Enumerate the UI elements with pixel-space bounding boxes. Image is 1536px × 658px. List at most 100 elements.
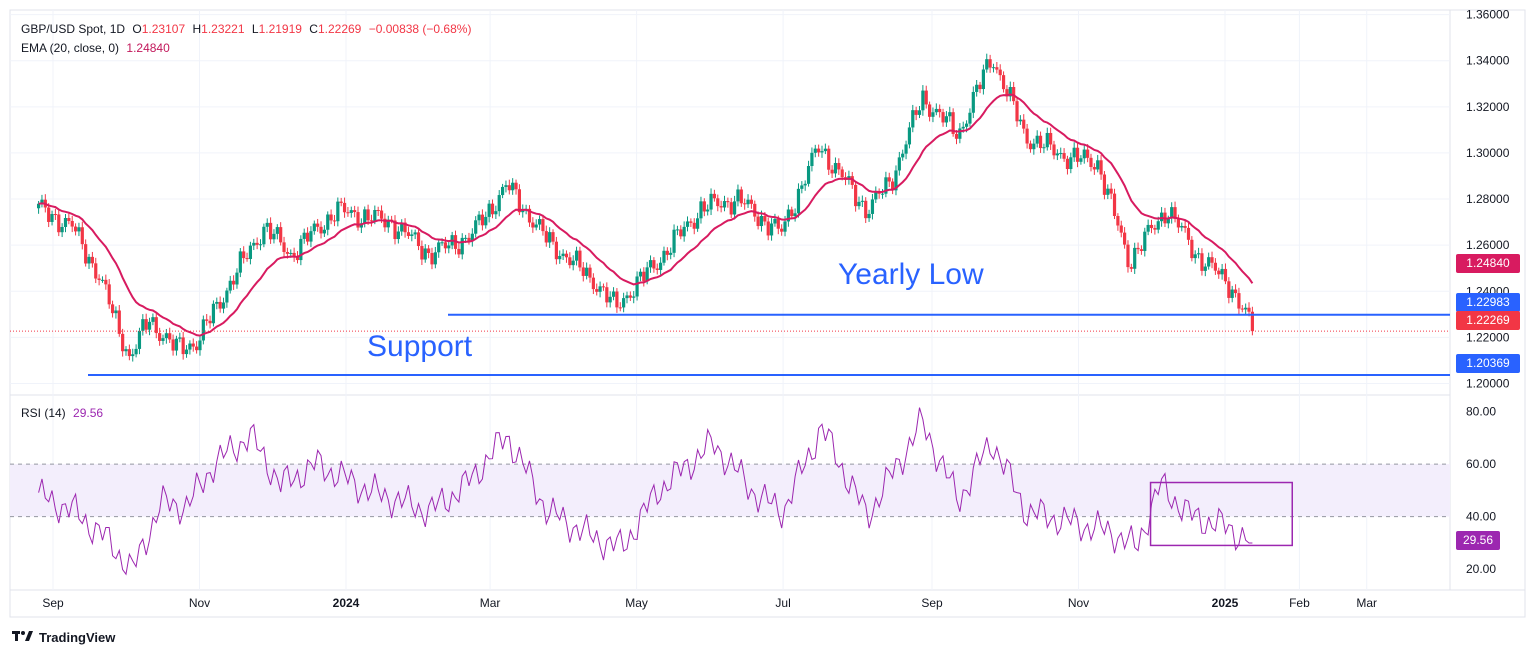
rsi-line xyxy=(38,407,1253,576)
candle-body xyxy=(548,232,552,243)
candle-body xyxy=(635,276,639,297)
candle-body xyxy=(904,144,908,154)
candle-body xyxy=(1193,254,1197,259)
candle-body xyxy=(63,217,68,227)
candle-body xyxy=(168,333,172,340)
candle-body xyxy=(268,222,273,240)
candle-body xyxy=(786,209,790,222)
candle-body xyxy=(1112,193,1117,217)
candle-body xyxy=(615,291,619,308)
candle-body xyxy=(729,202,733,215)
candle-body xyxy=(1220,268,1224,275)
candle-body xyxy=(490,203,495,215)
candle-body xyxy=(131,354,135,357)
candle-body xyxy=(736,189,740,202)
candle-body xyxy=(800,185,804,189)
candle-body xyxy=(70,220,74,227)
candle-body xyxy=(400,222,404,232)
candle-body xyxy=(94,263,98,279)
candle-body xyxy=(248,245,253,259)
candle-body xyxy=(1196,253,1201,255)
candle-body xyxy=(195,346,199,351)
candle-body xyxy=(1062,153,1066,159)
candle-body xyxy=(917,110,922,115)
candle-body xyxy=(934,108,938,113)
candle-body xyxy=(541,219,545,232)
candle-body xyxy=(121,333,125,352)
candle-body xyxy=(494,211,498,215)
candle-body xyxy=(1018,119,1022,122)
candle-body xyxy=(1052,144,1056,156)
candle-body xyxy=(1126,244,1130,268)
candle-body xyxy=(1109,188,1113,194)
candle-body xyxy=(823,148,827,152)
candle-body xyxy=(716,198,720,207)
candle-body xyxy=(40,199,44,204)
candle-body xyxy=(336,201,340,222)
candle-body xyxy=(769,223,774,236)
candle-body xyxy=(880,193,885,195)
candle-body xyxy=(285,251,289,254)
candle-body xyxy=(1059,153,1063,155)
candle-body xyxy=(867,213,871,219)
candle-body xyxy=(964,123,969,127)
candle-body xyxy=(981,69,985,90)
candle-body xyxy=(410,234,414,236)
candle-body xyxy=(1005,89,1009,97)
candle-body xyxy=(36,203,41,209)
candle-body xyxy=(423,248,427,260)
candle-body xyxy=(319,226,323,234)
candle-body xyxy=(1153,228,1157,230)
rsi-value-tag: 29.56 xyxy=(1456,531,1500,550)
candle-body xyxy=(205,319,209,321)
candle-body xyxy=(699,201,703,219)
candle-body xyxy=(743,203,747,205)
candle-body xyxy=(756,216,760,227)
candle-body xyxy=(255,242,259,245)
candle-body xyxy=(379,210,384,219)
tradingview-footer[interactable]: TradingView xyxy=(12,630,115,645)
candle-body xyxy=(870,199,875,214)
candle-body xyxy=(1173,207,1177,219)
candle-body xyxy=(427,248,431,254)
candle-body xyxy=(1072,147,1076,158)
time-tick-label: Sep xyxy=(921,596,943,610)
candle-body xyxy=(77,227,81,232)
candle-body xyxy=(184,349,189,355)
candle-body xyxy=(147,321,152,330)
candle-body xyxy=(564,253,569,258)
candle-body xyxy=(1035,135,1039,144)
candle-body xyxy=(827,148,831,170)
candle-body xyxy=(601,286,606,288)
time-tick-label: Mar xyxy=(1356,596,1377,610)
candle-body xyxy=(504,185,508,187)
candle-body xyxy=(514,182,518,190)
price-tick-label: 1.36000 xyxy=(1466,8,1510,22)
change-value: −0.00838 (−0.68%) xyxy=(368,22,472,36)
candle-body xyxy=(181,337,185,355)
candle-body xyxy=(608,296,612,303)
candle-body xyxy=(416,232,421,247)
candle-body xyxy=(104,279,108,285)
candle-body xyxy=(1038,135,1043,149)
candle-body xyxy=(1008,87,1012,97)
chart-frame xyxy=(9,9,1526,618)
candle-body xyxy=(998,69,1002,76)
candle-body xyxy=(642,271,646,282)
candle-body xyxy=(675,229,680,231)
candle-body xyxy=(1247,307,1251,312)
candle-body xyxy=(396,231,400,240)
candle-body xyxy=(110,304,115,314)
candle-body xyxy=(403,222,407,233)
candle-body xyxy=(1213,262,1217,271)
candle-body xyxy=(618,307,622,309)
tradingview-logo-icon xyxy=(12,630,34,645)
candle-body xyxy=(1210,257,1214,263)
candle-body xyxy=(393,220,397,240)
candle-body xyxy=(625,295,629,299)
candle-body xyxy=(1075,147,1080,162)
candle-body xyxy=(837,162,841,170)
candle-body xyxy=(279,227,283,243)
candle-body xyxy=(366,209,370,221)
